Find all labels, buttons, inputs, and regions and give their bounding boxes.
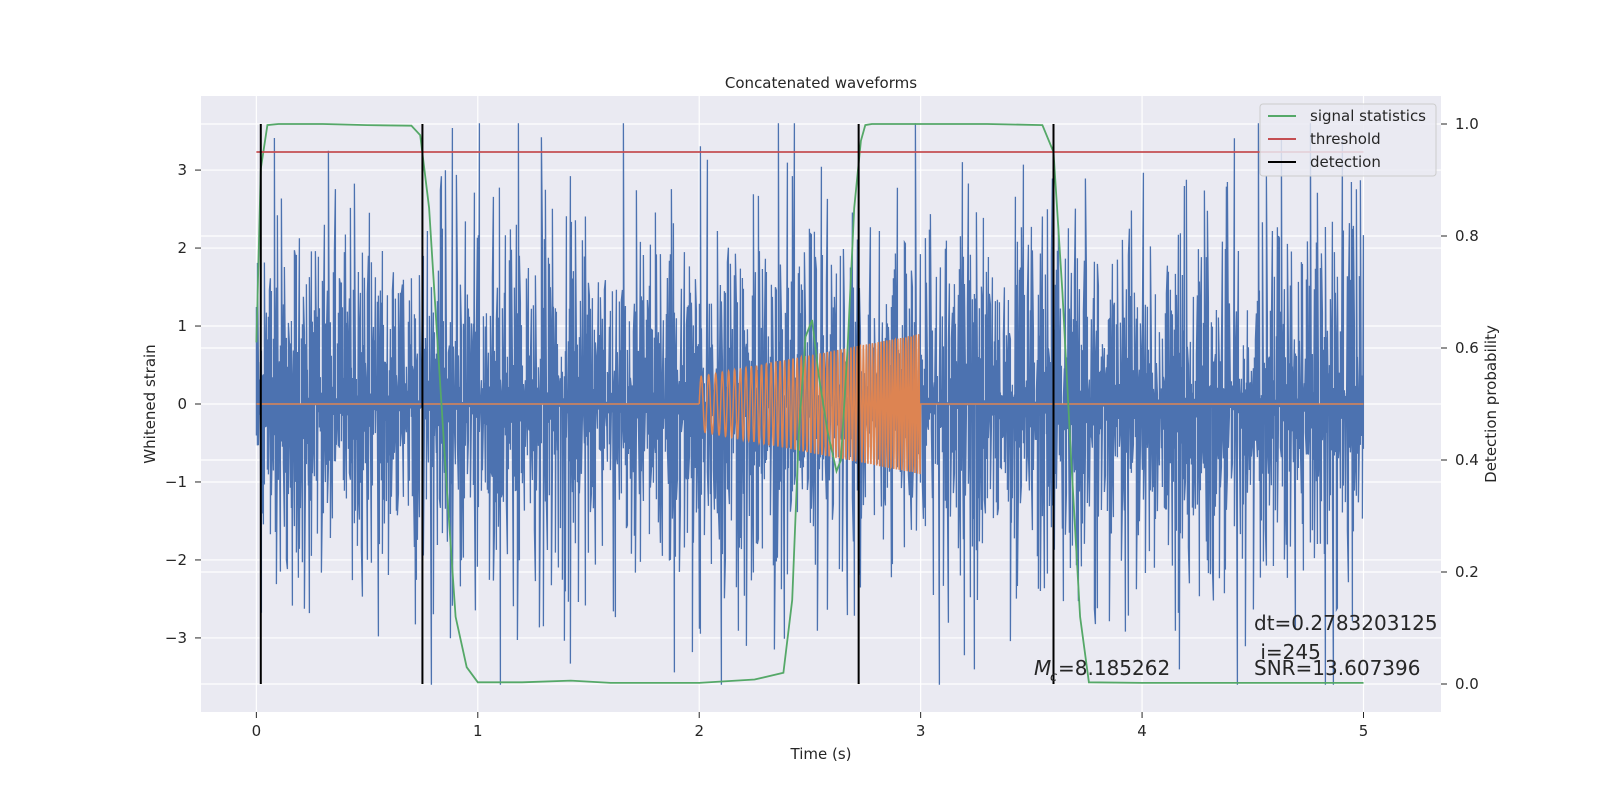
legend-label-detection: detection — [1310, 153, 1381, 171]
y-axis-label-right: Detection probability — [1482, 325, 1500, 483]
chart-title: Concatenated waveforms — [725, 74, 917, 92]
y-tick-label-left: −3 — [165, 629, 187, 647]
y-tick-label-left: −1 — [165, 473, 187, 491]
x-tick-label: 3 — [916, 722, 926, 740]
x-tick-label: 1 — [473, 722, 483, 740]
annotation-chirp-mass: =8.185262 — [1058, 656, 1170, 680]
y-tick-label-left: −2 — [165, 551, 187, 569]
y-axis-label-left: Whitened strain — [141, 344, 159, 463]
x-tick-label: 5 — [1359, 722, 1369, 740]
y-tick-label-right: 0.8 — [1455, 227, 1479, 245]
annotation-snr: SNR=13.607396 — [1254, 656, 1420, 680]
annotation-mc-symbol: M — [1034, 656, 1051, 680]
x-tick-label: 0 — [252, 722, 262, 740]
legend-box — [1259, 103, 1437, 177]
annotation-mc-subscript: c — [1050, 670, 1057, 685]
annotation-index: i=245 — [1254, 640, 1321, 664]
y-tick-label-right: 0.4 — [1455, 451, 1479, 469]
y-tick-label-right: 0.2 — [1455, 563, 1479, 581]
y-tick-label-left: 1 — [177, 317, 187, 335]
y-tick-label-left: 2 — [177, 239, 187, 257]
y-tick-label-left: 3 — [177, 161, 187, 179]
y-tick-label-right: 1.0 — [1455, 115, 1479, 133]
x-axis-label: Time (s) — [790, 745, 852, 763]
annotations: dt=0.2783203125 i=245 SNR=13.607396 M c … — [1034, 611, 1438, 685]
strain-chirp-line — [256, 334, 1364, 475]
y-tick-label-right: 0.0 — [1455, 675, 1479, 693]
legend-label-signal-statistics: signal statistics — [1310, 107, 1426, 125]
annotation-dt: dt=0.2783203125 — [1254, 611, 1438, 635]
y-tick-label-right: 0.6 — [1455, 339, 1479, 357]
x-tick-label: 4 — [1137, 722, 1147, 740]
y-tick-label-left: 0 — [177, 395, 187, 413]
legend-label-threshold: threshold — [1310, 130, 1381, 148]
legend: signal statistics threshold detection — [1259, 103, 1437, 177]
signal-statistics-line — [255, 123, 1364, 684]
x-tick-label: 2 — [694, 722, 704, 740]
